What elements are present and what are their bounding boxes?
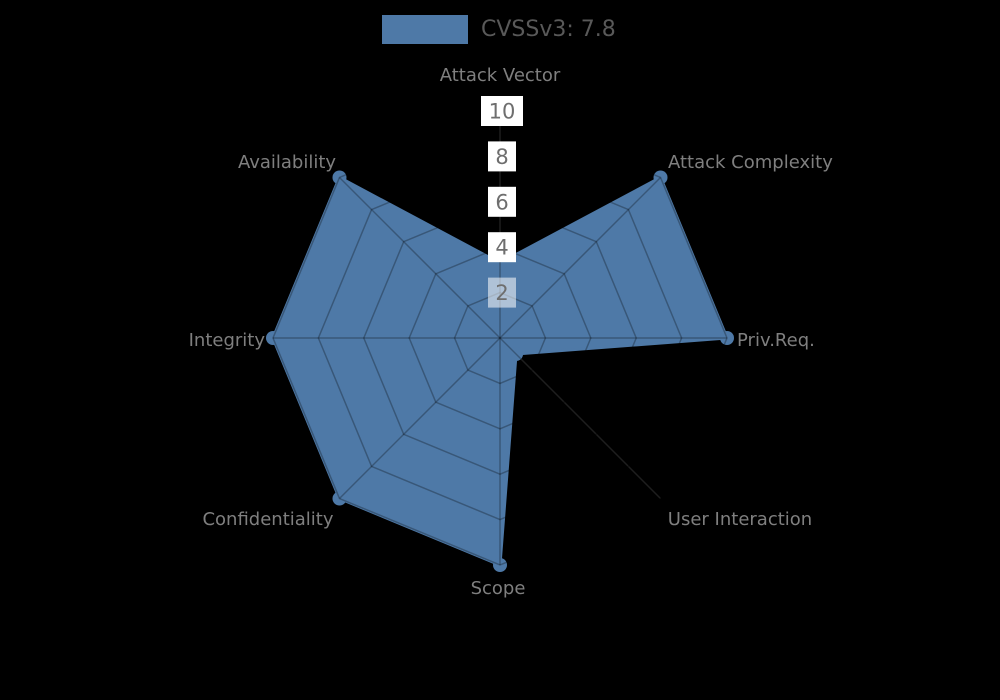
- grid-ring: [362, 200, 638, 476]
- vertex-dot: [266, 331, 280, 345]
- tick-box: [481, 96, 523, 126]
- legend-swatch: [382, 15, 468, 44]
- vertex-dot: [332, 491, 347, 506]
- axis-label-availability: Availability: [238, 152, 336, 173]
- tick-box: [488, 186, 516, 217]
- axis-label-confidentiality: Confidentiality: [202, 509, 333, 530]
- vertex-dot: [493, 558, 507, 572]
- axis-label-integrity: Integrity: [189, 330, 266, 351]
- axis-label-attack-complexity: Attack Complexity: [668, 152, 833, 173]
- legend-label: CVSSv3: 7.8: [481, 17, 616, 42]
- grid-spoke: [338, 337, 501, 500]
- grid-ring: [272, 110, 728, 566]
- tick-label: 8: [495, 145, 508, 169]
- vertex-dot: [509, 347, 524, 362]
- axis-label-scope: Scope: [471, 578, 526, 599]
- tick-box: [488, 232, 516, 263]
- tick-label: 6: [495, 190, 508, 214]
- vertex-dot: [720, 331, 734, 345]
- legend: CVSSv3: 7.8: [382, 15, 616, 44]
- tick-box: [488, 277, 516, 308]
- grid-spoke: [499, 337, 662, 500]
- axis-label-priv-req: Priv.Req.: [737, 330, 815, 351]
- tick-label: 4: [495, 236, 508, 260]
- grid-ring: [317, 155, 683, 521]
- axis-label-attack-vector: Attack Vector: [440, 65, 561, 86]
- vertex-dot: [653, 170, 668, 185]
- grid-ring: [408, 246, 592, 430]
- vertex-dot: [332, 170, 347, 185]
- tick-label: 10: [489, 100, 516, 124]
- grid-ring: [453, 291, 547, 385]
- axis-spoke-faint: [499, 337, 662, 500]
- tick-box: [488, 141, 516, 172]
- grid-spoke: [338, 176, 501, 339]
- grid-spoke: [499, 176, 662, 339]
- axis-label-user-interaction: User Interaction: [668, 509, 812, 530]
- tick-label: 2: [495, 281, 508, 305]
